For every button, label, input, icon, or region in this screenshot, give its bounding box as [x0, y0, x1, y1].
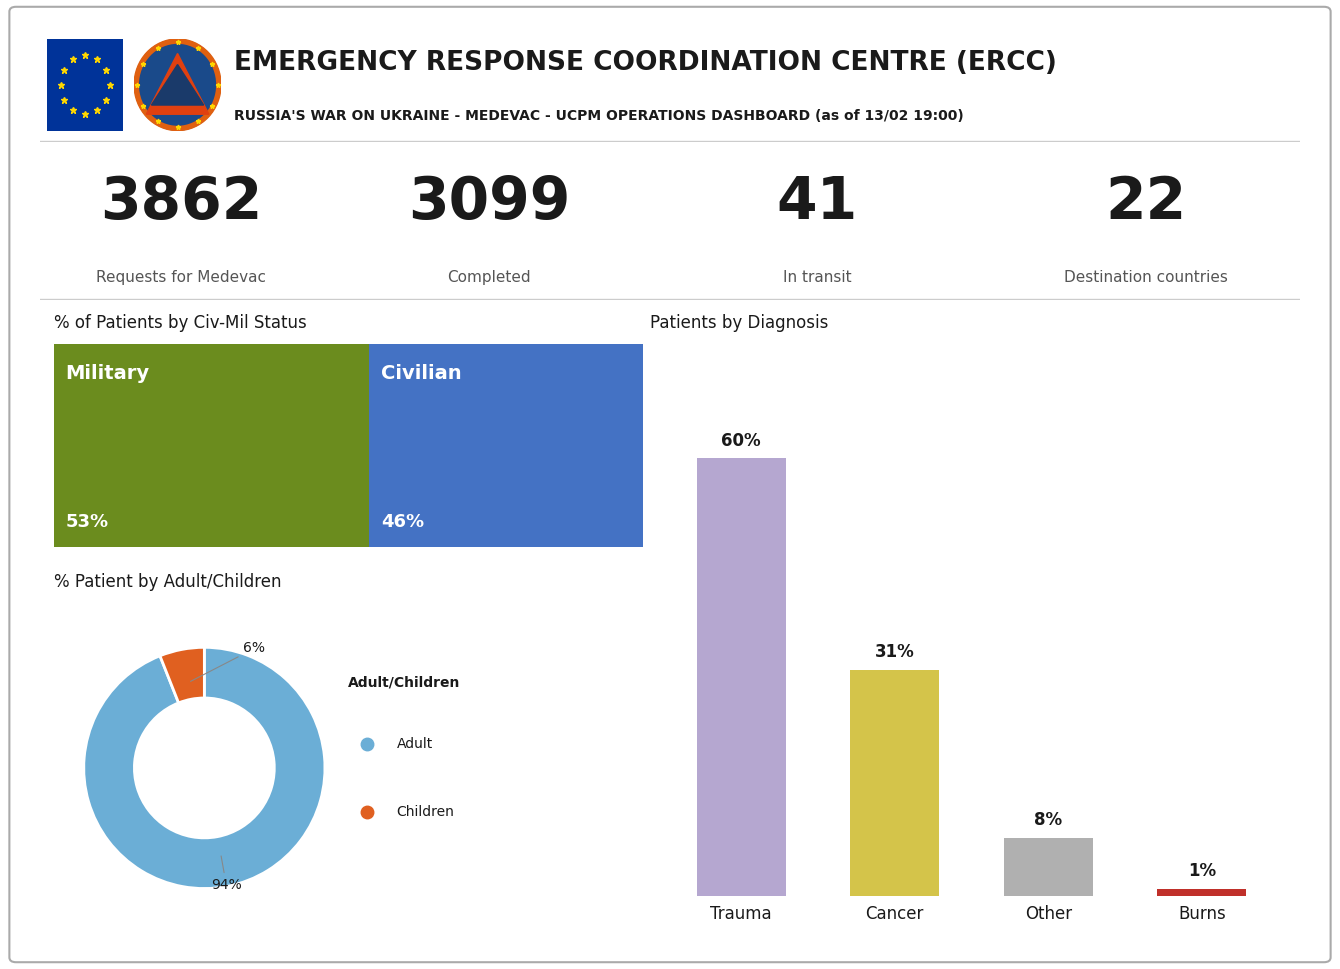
Text: 41: 41 [777, 173, 858, 231]
Text: Military: Military [66, 364, 150, 384]
Polygon shape [151, 65, 204, 105]
Text: Completed: Completed [448, 270, 531, 285]
Bar [697, 458, 785, 896]
Text: 31%: 31% [875, 643, 915, 661]
Bar [850, 670, 939, 896]
Wedge shape [159, 647, 205, 703]
Text: 22: 22 [1106, 173, 1186, 231]
Text: % of Patients by Civ-Mil Status: % of Patients by Civ-Mil Status [54, 314, 307, 331]
Bar [1158, 889, 1246, 896]
Text: % Patient by Adult/Children: % Patient by Adult/Children [54, 574, 281, 591]
Text: 3099: 3099 [407, 173, 571, 231]
Wedge shape [84, 647, 324, 889]
Text: Adult: Adult [397, 737, 433, 751]
Text: EMERGENCY RESPONSE COORDINATION CENTRE (ERCC): EMERGENCY RESPONSE COORDINATION CENTRE (… [234, 49, 1057, 76]
Text: Children: Children [397, 805, 454, 820]
Bar [370, 344, 643, 547]
Text: Patients by Diagnosis: Patients by Diagnosis [650, 314, 828, 331]
Text: In transit: In transit [783, 270, 852, 285]
Text: 3862: 3862 [99, 173, 263, 231]
Text: 46%: 46% [381, 514, 425, 531]
Text: 60%: 60% [721, 431, 761, 450]
Text: Adult/Children: Adult/Children [348, 676, 461, 690]
Text: RUSSIA'S WAR ON UKRAINE - MEDEVAC - UCPM OPERATIONS DASHBOARD (as of 13/02 19:00: RUSSIA'S WAR ON UKRAINE - MEDEVAC - UCPM… [234, 109, 965, 123]
Polygon shape [146, 53, 209, 114]
Bar [54, 344, 370, 547]
Text: 53%: 53% [66, 514, 109, 531]
Text: 8%: 8% [1034, 811, 1063, 829]
Text: Destination countries: Destination countries [1064, 270, 1227, 285]
Text: Civilian: Civilian [381, 364, 462, 384]
Bar [1004, 838, 1093, 896]
Text: 94%: 94% [210, 856, 241, 892]
Text: 6%: 6% [190, 641, 265, 681]
Text: 1%: 1% [1187, 862, 1215, 880]
Ellipse shape [134, 39, 221, 131]
Text: Requests for Medevac: Requests for Medevac [96, 270, 265, 285]
